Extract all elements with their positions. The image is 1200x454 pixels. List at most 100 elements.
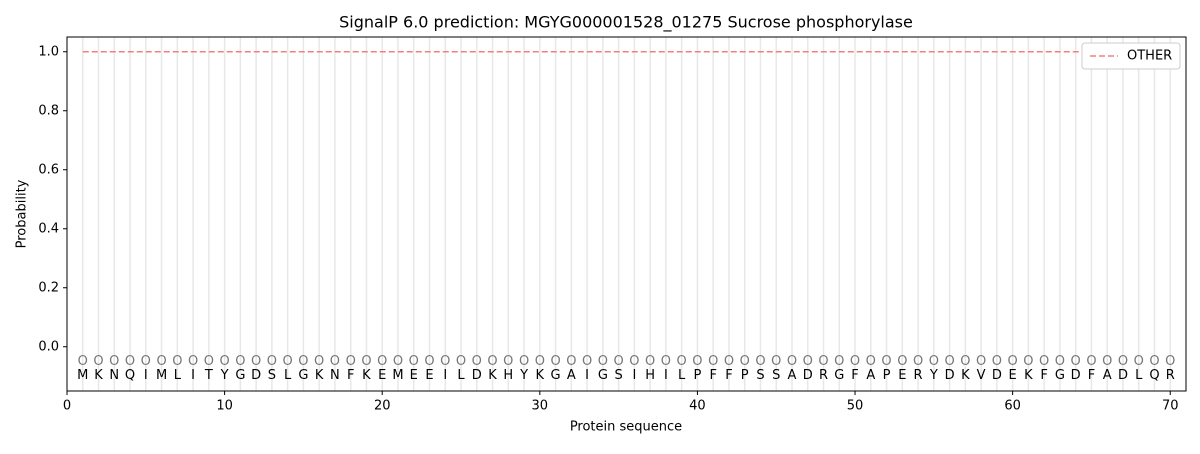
state-label: O	[1086, 354, 1096, 369]
state-label: O	[897, 354, 907, 369]
residue-label: G	[598, 368, 608, 383]
x-tick-label: 10	[216, 399, 233, 414]
state-label: O	[93, 354, 103, 369]
state-label: O	[1134, 354, 1144, 369]
residue-label: L	[1135, 368, 1143, 383]
residue-label: I	[632, 368, 636, 383]
state-label: O	[535, 354, 545, 369]
residue-label: E	[898, 368, 906, 383]
state-label: O	[440, 354, 450, 369]
state-label: O	[456, 354, 466, 369]
y-tick-label: 0.8	[38, 103, 59, 118]
state-label: O	[834, 354, 844, 369]
state-label: O	[1023, 354, 1033, 369]
y-tick-label: 0.2	[38, 280, 59, 295]
state-label: O	[661, 354, 671, 369]
state-label: O	[503, 354, 513, 369]
state-label: O	[803, 354, 813, 369]
state-label: O	[172, 354, 182, 369]
residue-label: I	[443, 368, 447, 383]
state-label: O	[1118, 354, 1128, 369]
residue-label: L	[678, 368, 686, 383]
state-label: O	[976, 354, 986, 369]
residue-label: D	[251, 368, 261, 383]
state-label: O	[960, 354, 970, 369]
state-label: O	[109, 354, 119, 369]
chart-title: SignalP 6.0 prediction: MGYG000001528_01…	[339, 13, 913, 33]
y-tick-label: 0.0	[38, 339, 59, 354]
x-tick-label: 40	[689, 399, 706, 414]
residue-label: P	[694, 368, 702, 383]
residue-label: M	[392, 368, 403, 383]
state-label: O	[944, 354, 954, 369]
state-label: O	[314, 354, 324, 369]
residue-label: G	[298, 368, 308, 383]
state-label: O	[1165, 354, 1175, 369]
residue-label: K	[536, 368, 545, 383]
state-label: O	[346, 354, 356, 369]
residue-label: D	[992, 368, 1002, 383]
state-label: O	[409, 354, 419, 369]
state-label: O	[645, 354, 655, 369]
residue-label: D	[1118, 368, 1128, 383]
residue-label: H	[645, 368, 655, 383]
state-label: O	[881, 354, 891, 369]
state-label: O	[724, 354, 734, 369]
state-label: O	[913, 354, 923, 369]
x-tick-label: 50	[847, 399, 864, 414]
residue-label: N	[109, 368, 119, 383]
y-tick-label: 0.4	[38, 221, 59, 236]
x-tick-label: 30	[532, 399, 549, 414]
legend-box	[1081, 42, 1181, 70]
residue-label: V	[977, 368, 986, 383]
state-label: O	[125, 354, 135, 369]
residue-label: Y	[519, 368, 528, 383]
residue-label: K	[961, 368, 970, 383]
residue-label: K	[94, 368, 103, 383]
state-label: O	[204, 354, 214, 369]
residue-label: D	[472, 368, 482, 383]
state-label: O	[755, 354, 765, 369]
residue-label: G	[235, 368, 245, 383]
state-label: O	[424, 354, 434, 369]
residue-label: A	[1103, 368, 1112, 383]
residue-label: M	[156, 368, 167, 383]
residue-label: F	[1040, 368, 1047, 383]
residue-label: D	[803, 368, 813, 383]
state-label: O	[866, 354, 876, 369]
state-label: O	[1055, 354, 1065, 369]
state-label: O	[787, 354, 797, 369]
x-axis-label: Protein sequence	[570, 420, 682, 435]
residue-label: I	[664, 368, 668, 383]
state-label: O	[1149, 354, 1159, 369]
state-label: O	[487, 354, 497, 369]
state-label: O	[298, 354, 308, 369]
residue-label: G	[551, 368, 561, 383]
residue-label: R	[914, 368, 923, 383]
state-label: O	[361, 354, 371, 369]
y-tick-label: 0.6	[38, 162, 59, 177]
residue-label: A	[788, 368, 797, 383]
state-label: O	[818, 354, 828, 369]
residue-label: F	[709, 368, 716, 383]
residue-label: R	[1166, 368, 1175, 383]
x-tick-label: 0	[63, 399, 71, 414]
x-tick-label: 60	[1004, 399, 1021, 414]
state-label: O	[330, 354, 340, 369]
residue-label: Q	[1149, 368, 1159, 383]
residue-label: S	[614, 368, 622, 383]
legend-label: OTHER	[1127, 49, 1172, 64]
x-tick-label: 70	[1162, 399, 1179, 414]
residue-label: S	[268, 368, 276, 383]
residue-label: D	[945, 368, 955, 383]
residue-label: H	[503, 368, 513, 383]
y-axis-label: Probability	[15, 179, 30, 248]
residue-label: I	[144, 368, 148, 383]
residue-label: G	[1055, 368, 1065, 383]
state-label: O	[1071, 354, 1081, 369]
state-label: O	[219, 354, 229, 369]
state-label: O	[929, 354, 939, 369]
residue-label: E	[1009, 368, 1017, 383]
